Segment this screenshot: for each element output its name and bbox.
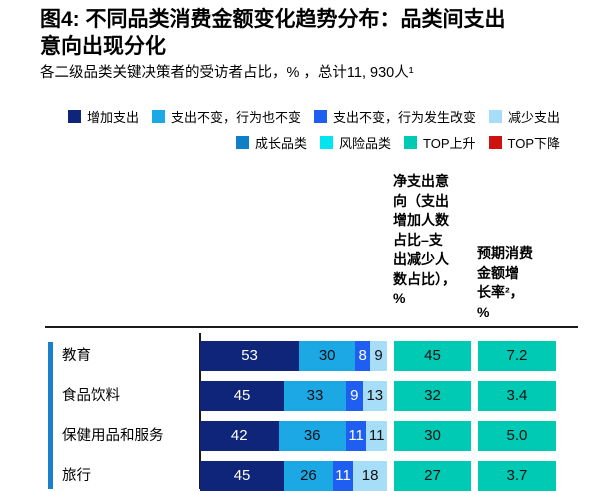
figure-title-line2: 意向出现分化	[40, 35, 166, 58]
growth-value-box: 3.7	[477, 461, 556, 491]
bar-segment: 33	[284, 381, 346, 411]
category-label: 教育	[62, 348, 91, 364]
figure-title: 图4: 不同品类消费金额变化趋势分布：品类间支出 意向出现分化	[40, 6, 585, 60]
bar-axis-line	[199, 333, 201, 489]
growth-category-marker	[48, 342, 53, 489]
net-spend-value-box: 30	[393, 421, 471, 451]
bar-segment: 42	[200, 421, 279, 451]
figure-title-line1: 图4: 不同品类消费金额变化趋势分布：品类间支出	[40, 8, 506, 31]
legend-label: 支出不变，行为也不变	[170, 110, 301, 125]
net-spend-value-box: 45	[393, 341, 471, 371]
bar-segment: 8	[355, 341, 371, 371]
stacked-bar: 42 36 11 11	[200, 421, 387, 451]
legend-item: 支出不变，行为发生改变	[313, 107, 476, 126]
legend-label: TOP上升	[423, 136, 476, 151]
category-label: 食品饮料	[62, 388, 120, 404]
legend-item: 支出不变，行为也不变	[151, 107, 301, 126]
bar-segment: 11	[366, 421, 387, 451]
net-spend-value-box: 27	[393, 461, 471, 491]
legend-swatch-icon	[235, 136, 249, 149]
legend-swatch-icon	[151, 110, 165, 123]
growth-value-box: 3.4	[477, 381, 556, 411]
legend-item: 增加支出	[67, 107, 139, 126]
legend-item: 风险品类	[319, 133, 391, 152]
category-row: 旅行 45 26 11 18 27 3.7	[0, 461, 556, 491]
net-spend-value-box: 32	[393, 381, 471, 411]
legend: 增加支出 支出不变，行为也不变 支出不变，行为发生改变 减少支出成长品类 风险品类 TOP…	[67, 107, 561, 152]
legend-swatch-icon	[67, 110, 81, 123]
bar-segment: 36	[278, 421, 346, 451]
legend-item: TOP上升	[404, 133, 476, 152]
stacked-bar: 45 33 9 13	[200, 381, 387, 411]
bar-segment: 45	[200, 381, 285, 411]
legend-label: 增加支出	[86, 110, 139, 125]
column-header-net-spend: 净支出意 向（支出 增加人数 占比–支 出减少人 数占比）， %	[393, 173, 456, 306]
bar-segment: 9	[345, 381, 363, 411]
legend-label: 成长品类	[254, 136, 307, 151]
category-row: 教育 53 30 8 9 45 7.2	[0, 341, 556, 371]
legend-swatch-icon	[488, 110, 502, 123]
legend-swatch-icon	[488, 136, 502, 149]
growth-value-box: 5.0	[477, 421, 556, 451]
legend-label: 减少支出	[507, 110, 560, 125]
growth-value-box: 7.2	[477, 341, 556, 371]
bar-segment: 11	[332, 461, 354, 491]
legend-row-2: 成长品类 风险品类 TOP上升 TOP下降	[235, 133, 561, 152]
bar-segment: 30	[299, 341, 356, 371]
legend-label: 风险品类	[338, 136, 391, 151]
bar-segment: 45	[200, 461, 285, 491]
header-divider-line	[45, 326, 578, 328]
legend-label: TOP下降	[507, 136, 561, 151]
category-label: 旅行	[62, 468, 91, 484]
bar-segment: 13	[362, 381, 387, 411]
bar-segment: 11	[345, 421, 367, 451]
category-row: 食品饮料 45 33 9 13 32 3.4	[0, 381, 556, 411]
column-header-growth: 预期消费 金额增 长率²， %	[477, 245, 533, 320]
figure-subtitle: 各二级品类关键决策者的受访者占比，% ，总计11, 930人¹	[40, 65, 414, 81]
bar-segment: 26	[284, 461, 333, 491]
bar-segment: 18	[353, 461, 387, 491]
category-label: 保健用品和服务	[62, 428, 164, 444]
bar-segment: 53	[200, 341, 300, 371]
category-row: 保健用品和服务 42 36 11 11 30 5.0	[0, 421, 556, 451]
legend-item: TOP下降	[488, 133, 561, 152]
chart-rows: 教育 53 30 8 9 45 7.2 食品饮料 45 33 9 13 32 3.4 保健用品和服务 42 36…	[0, 341, 556, 491]
legend-label: 支出不变，行为发生改变	[332, 110, 476, 125]
stacked-bar: 45 26 11 18	[200, 461, 387, 491]
legend-swatch-icon	[313, 110, 327, 123]
legend-item: 减少支出	[488, 107, 560, 126]
bar-segment: 9	[370, 341, 387, 371]
stacked-bar: 53 30 8 9	[200, 341, 387, 371]
legend-row-1: 增加支出 支出不变，行为也不变 支出不变，行为发生改变 减少支出	[67, 107, 560, 126]
legend-swatch-icon	[319, 136, 333, 149]
legend-swatch-icon	[404, 136, 417, 149]
legend-item: 成长品类	[235, 133, 307, 152]
